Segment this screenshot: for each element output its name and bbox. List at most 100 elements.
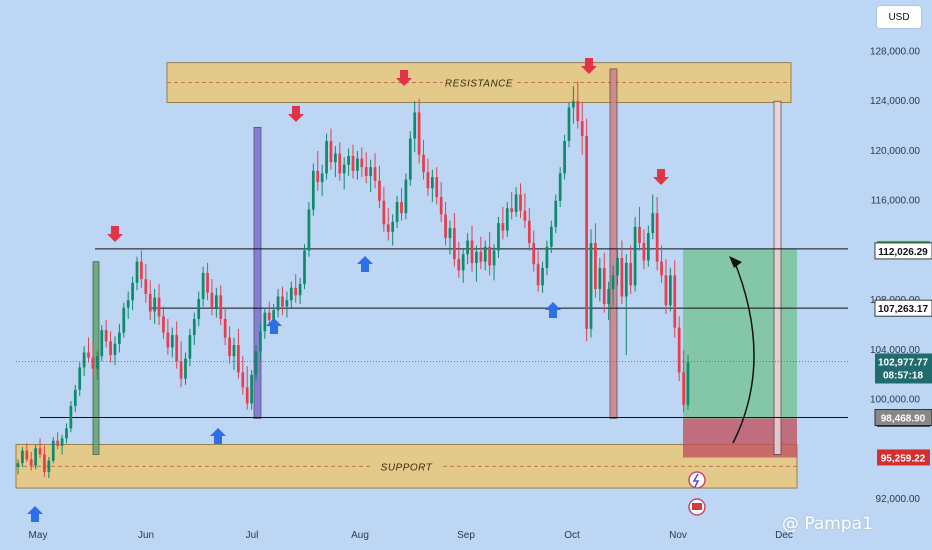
candle-body — [126, 300, 130, 308]
candle-body — [488, 246, 492, 266]
candle-body — [245, 387, 249, 404]
down-arrow-icon — [396, 70, 412, 86]
candle-body — [214, 295, 218, 308]
projection-arrowhead-icon — [729, 256, 742, 268]
level-tag — [874, 242, 932, 260]
candle-body — [267, 312, 271, 321]
candle-body — [435, 177, 439, 198]
candle-body — [642, 243, 646, 261]
level-tag — [874, 299, 932, 317]
candle-body — [276, 296, 280, 311]
candle-body — [602, 267, 606, 304]
candle-body — [65, 428, 68, 439]
flag-glyph-icon — [692, 503, 702, 510]
candle-body — [580, 121, 584, 137]
down-arrow-icon — [653, 169, 669, 185]
candle-body — [34, 448, 37, 466]
candle-body — [60, 438, 64, 446]
candle-body — [523, 210, 527, 221]
candle-body — [153, 297, 157, 312]
candle-body — [104, 330, 108, 342]
candle-body — [594, 243, 597, 290]
candle-body — [554, 200, 558, 227]
price-tag — [877, 449, 930, 466]
candle-body — [673, 275, 677, 328]
candle-body — [21, 450, 24, 464]
candle-body — [572, 101, 575, 108]
up-arrow-icon — [545, 302, 561, 318]
candle-body — [677, 327, 681, 373]
candle-body — [241, 372, 245, 388]
candle-body — [118, 332, 121, 344]
candle-body — [303, 250, 306, 285]
candle-body — [78, 367, 82, 390]
zone-label-bg — [443, 75, 515, 90]
candle-body — [237, 345, 240, 373]
candle-body — [316, 170, 320, 183]
candle-body — [620, 257, 624, 297]
x-tick-label: Jun — [138, 530, 154, 541]
candle-body — [25, 450, 29, 460]
x-tick-label: Sep — [457, 530, 475, 541]
candle-body — [373, 167, 377, 181]
x-tick-label: Oct — [564, 530, 580, 541]
x-tick-label: Jul — [246, 530, 259, 541]
candle-body — [408, 138, 412, 180]
candle-body — [166, 332, 170, 348]
countdown-label: 08:57:18 — [883, 370, 923, 381]
candle-body — [232, 345, 236, 357]
y-tick-label: 92,000.00 — [876, 494, 921, 505]
level-tag — [874, 409, 932, 426]
zone-label-support: SUPPORT — [381, 462, 433, 473]
candle-body — [598, 267, 602, 290]
candle-body — [254, 351, 258, 375]
candle-body — [629, 262, 633, 286]
candle-body — [197, 299, 201, 319]
candle-body — [95, 356, 99, 369]
candle-body — [289, 287, 293, 301]
candle-body — [395, 201, 399, 222]
candle-body — [184, 358, 187, 379]
candle-body — [100, 330, 104, 357]
candle-body — [179, 361, 183, 379]
candle-body — [616, 257, 619, 276]
candle-body — [135, 261, 139, 283]
candle-body — [210, 292, 214, 308]
candle-body — [259, 331, 262, 352]
x-tick-label: Nov — [669, 530, 687, 541]
down-arrow-icon — [288, 106, 304, 122]
candle-body — [281, 296, 284, 307]
candle-body — [263, 312, 267, 332]
price-tag-label: 95,259.22 — [881, 453, 926, 464]
candle-body — [170, 335, 174, 348]
candle-body — [391, 221, 395, 232]
candle-body — [669, 275, 672, 306]
highlight-bar-red — [609, 68, 618, 419]
candle-body — [29, 459, 33, 466]
lightning-glyph-icon — [692, 473, 700, 488]
candle-body — [148, 294, 152, 312]
candle-body — [497, 223, 500, 251]
level-tag-label: 98,468.90 — [881, 414, 926, 425]
y-tick-label: 128,000.00 — [870, 46, 920, 57]
x-tick-label: Dec — [775, 530, 793, 541]
candle-body — [660, 261, 663, 276]
candle-body — [378, 180, 381, 201]
down-arrow-icon — [581, 58, 597, 74]
level-tag-label: 112,026.29 — [878, 247, 928, 258]
candle-body — [400, 201, 403, 214]
candle-body — [611, 275, 615, 290]
candle-body — [73, 389, 77, 406]
candle-body — [228, 337, 231, 357]
candle-body — [351, 155, 355, 171]
candle-body — [175, 335, 179, 362]
current-price-tag — [875, 353, 932, 384]
currency-button[interactable]: USD — [877, 6, 921, 28]
candle-body — [585, 136, 588, 329]
projection-curve — [732, 257, 755, 444]
candle-body — [109, 341, 112, 355]
candle-body — [113, 343, 117, 355]
candle-body — [567, 107, 571, 142]
candle-body — [404, 179, 408, 214]
